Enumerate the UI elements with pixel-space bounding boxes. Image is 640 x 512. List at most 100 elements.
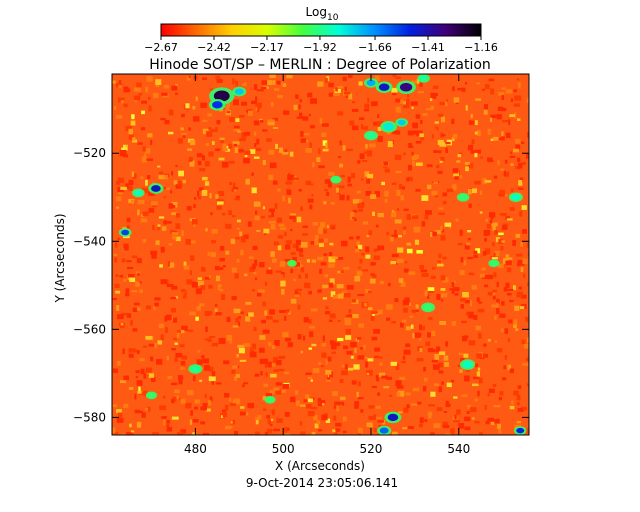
map-pixel: [251, 172, 254, 176]
feature-core: [387, 413, 399, 422]
map-pixel: [372, 211, 375, 216]
map-pixel: [235, 318, 240, 323]
map-pixel: [322, 403, 325, 406]
map-pixel: [177, 180, 183, 187]
map-pixel: [222, 409, 226, 413]
map-pixel: [181, 355, 188, 360]
map-pixel: [496, 348, 503, 353]
map-pixel: [428, 404, 436, 407]
map-pixel: [352, 209, 358, 213]
map-pixel: [474, 180, 481, 185]
map-pixel: [283, 110, 290, 115]
map-pixel: [320, 365, 325, 368]
map-pixel: [231, 369, 236, 374]
map-pixel: [437, 260, 442, 264]
map-pixel: [450, 379, 455, 383]
map-pixel: [328, 82, 334, 88]
map-pixel: [202, 176, 208, 181]
map-pixel: [202, 358, 210, 364]
map-pixel: [249, 149, 256, 154]
map-pixel: [425, 210, 432, 215]
map-pixel: [482, 251, 487, 256]
map-pixel: [276, 359, 282, 366]
map-pixel: [467, 237, 471, 241]
map-pixel: [123, 144, 128, 151]
map-pixel: [522, 407, 528, 411]
map-pixel: [370, 311, 378, 314]
map-pixel: [440, 134, 446, 137]
map-pixel: [516, 291, 523, 298]
map-pixel: [488, 78, 495, 82]
feature-core: [516, 427, 525, 434]
map-pixel: [239, 138, 246, 142]
colorbar-tick-label: −1.92: [303, 41, 337, 54]
map-pixel: [300, 431, 306, 435]
map-pixel: [451, 290, 455, 294]
map-pixel: [509, 368, 514, 374]
map-pixel: [123, 279, 127, 282]
map-pixel: [347, 176, 351, 183]
feature-core: [366, 79, 376, 86]
map-pixel: [137, 199, 145, 205]
map-pixel: [359, 153, 365, 160]
map-pixel: [222, 411, 227, 418]
map-pixel: [193, 223, 196, 227]
map-pixel: [231, 187, 235, 192]
map-pixel: [381, 375, 388, 379]
map-pixel: [317, 397, 322, 403]
map-pixel: [299, 112, 303, 118]
map-pixel: [440, 235, 446, 241]
map-pixel: [192, 432, 196, 435]
map-pixel: [505, 132, 511, 138]
map-pixel: [296, 216, 302, 223]
map-pixel: [347, 367, 354, 371]
map-pixel: [231, 239, 236, 244]
map-pixel: [167, 375, 173, 380]
map-pixel: [363, 302, 368, 307]
map-pixel: [195, 316, 199, 321]
map-pixel: [166, 355, 169, 361]
map-pixel: [208, 151, 214, 157]
map-pixel: [342, 145, 346, 151]
map-pixel: [321, 352, 327, 358]
map-pixel: [123, 403, 129, 408]
map-pixel: [526, 383, 529, 387]
colorbar-tick-label: −2.67: [144, 41, 178, 54]
map-pixel: [453, 97, 460, 103]
map-pixel: [383, 161, 389, 166]
map-pixel: [233, 99, 239, 106]
map-pixel: [381, 181, 385, 186]
map-pixel: [235, 80, 238, 87]
map-pixel: [510, 151, 513, 155]
map-pixel: [180, 429, 187, 434]
map-pixel: [147, 133, 153, 138]
map-pixel: [482, 275, 489, 279]
map-pixel: [446, 382, 452, 388]
map-pixel: [395, 106, 401, 113]
map-pixel: [261, 319, 266, 324]
map-pixel: [264, 281, 268, 286]
map-pixel: [293, 104, 298, 111]
map-pixel: [371, 101, 378, 107]
map-pixel: [457, 153, 462, 158]
map-pixel: [307, 410, 315, 417]
map-pixel: [286, 240, 292, 245]
map-pixel: [425, 108, 431, 111]
map-pixel: [474, 131, 478, 135]
map-pixel: [262, 129, 268, 132]
map-pixel: [278, 223, 285, 227]
map-pixel: [444, 362, 449, 367]
map-pixel: [216, 78, 223, 83]
map-pixel: [419, 324, 422, 330]
map-pixel: [377, 245, 385, 251]
map-pixel: [467, 256, 473, 260]
map-pixel: [371, 386, 377, 389]
map-pixel: [473, 376, 480, 380]
map-pixel: [134, 349, 138, 353]
map-pixel: [204, 277, 211, 280]
map-pixel: [408, 176, 413, 182]
map-pixel: [117, 237, 120, 240]
map-pixel: [365, 254, 371, 259]
map-pixel: [299, 99, 302, 103]
map-pixel: [470, 163, 474, 169]
